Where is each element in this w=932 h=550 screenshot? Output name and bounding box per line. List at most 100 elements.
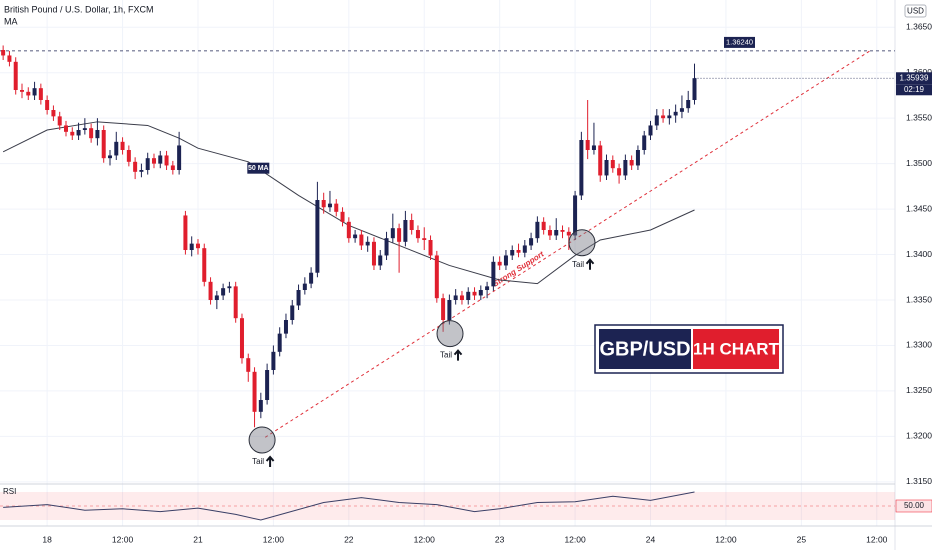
x-tick-label: 23 [495, 534, 505, 544]
candle-body [195, 243, 200, 249]
candle-body [560, 230, 565, 232]
candle-body [422, 238, 427, 240]
candle-body [510, 250, 515, 256]
countdown-label: 02:19 [904, 85, 925, 94]
y-tick-label: 1.34500 [906, 203, 932, 213]
candle-body [459, 295, 464, 300]
candle-body [573, 195, 578, 236]
candle-body [239, 318, 244, 359]
candle-body [189, 243, 194, 250]
candle-body [95, 130, 100, 139]
candle-body [485, 286, 490, 290]
candle-body [340, 211, 345, 222]
candle-body [491, 261, 496, 287]
candle-body [566, 231, 571, 236]
candle-body [610, 160, 615, 169]
x-tick-label: 12:00 [866, 534, 888, 544]
candle-body [359, 234, 364, 246]
candle-body [76, 130, 81, 136]
rsi-tick-label: 50.00 [904, 501, 925, 510]
badge: GBP/USD 1H CHART [594, 324, 784, 374]
tail-circle [568, 229, 596, 257]
candle-body [170, 165, 175, 170]
ma-label-box [247, 162, 270, 174]
candle-body [45, 100, 50, 110]
x-tick-label: 21 [193, 534, 203, 544]
candle-body [529, 238, 534, 246]
candle-body [648, 125, 653, 136]
candle-body [258, 400, 263, 412]
candle-body [591, 145, 596, 150]
y-tick-label: 1.31500 [906, 476, 932, 486]
candle-body [126, 150, 131, 162]
tail-arrow [265, 455, 275, 467]
candle-body [604, 160, 609, 176]
tail-label: Tail [252, 457, 264, 466]
rsi-label: RSI [3, 487, 16, 496]
countdown-box [896, 84, 932, 96]
candle-body [309, 272, 314, 284]
y-tick-label: 1.33000 [906, 340, 932, 350]
candle-body [353, 234, 358, 239]
candle-body [302, 283, 307, 290]
indicator-legend: MA [4, 16, 18, 26]
x-tick-label: 12:00 [112, 534, 134, 544]
candle-body [371, 241, 376, 266]
candle-body [277, 333, 282, 352]
candle-body [434, 255, 439, 299]
candle-body [114, 141, 119, 156]
candle-body [441, 298, 446, 320]
y-tick-label: 1.33500 [906, 294, 932, 304]
candle-body [233, 286, 238, 319]
badge-right-text: 1H CHART [693, 339, 780, 358]
candle-body [629, 160, 634, 166]
candle-body [214, 295, 219, 300]
candle-body [101, 130, 106, 159]
candle-body [13, 61, 18, 90]
candle-body [346, 221, 351, 239]
rsi-tick-box [895, 499, 932, 513]
candle-body [453, 295, 458, 300]
candle-body [183, 215, 188, 250]
tail-circle [248, 426, 276, 454]
candle-body [516, 250, 521, 253]
candle-body [32, 88, 37, 96]
candle-body [89, 128, 94, 139]
y-tick-label: 1.36000 [906, 67, 932, 77]
candle-body [679, 108, 684, 112]
candle-body [654, 115, 659, 126]
candle-body [57, 116, 62, 126]
candle-body [384, 238, 389, 256]
level-label: 1.36240 [726, 37, 753, 46]
candle-body [139, 170, 144, 172]
candle-body [365, 241, 370, 246]
candle-body [503, 255, 508, 266]
candle-body [428, 240, 433, 256]
candle-body [447, 300, 452, 320]
candle-body [252, 371, 257, 412]
candle-body [227, 286, 232, 289]
candle-body [692, 78, 697, 100]
candle-body [478, 290, 483, 296]
tail-label: Tail [440, 351, 452, 360]
candle-body [51, 110, 56, 117]
candle-body [661, 115, 666, 119]
candle-body [415, 230, 420, 239]
candle-body [535, 221, 540, 239]
candle-body [208, 281, 213, 300]
x-tick-label: 18 [42, 534, 52, 544]
candle-body [554, 230, 559, 236]
candle-body [38, 88, 43, 100]
candle-body [522, 245, 527, 253]
candle-body [547, 230, 552, 236]
candle-body [579, 140, 584, 196]
y-tick-label: 1.32500 [906, 385, 932, 395]
x-tick-label: 12:00 [414, 534, 436, 544]
candle-body [1, 50, 6, 56]
candle-body [177, 145, 182, 170]
candle-body [642, 135, 647, 150]
x-tick-label: 22 [344, 534, 354, 544]
candle-body [598, 145, 603, 176]
y-tick-label: 1.34000 [906, 249, 932, 259]
